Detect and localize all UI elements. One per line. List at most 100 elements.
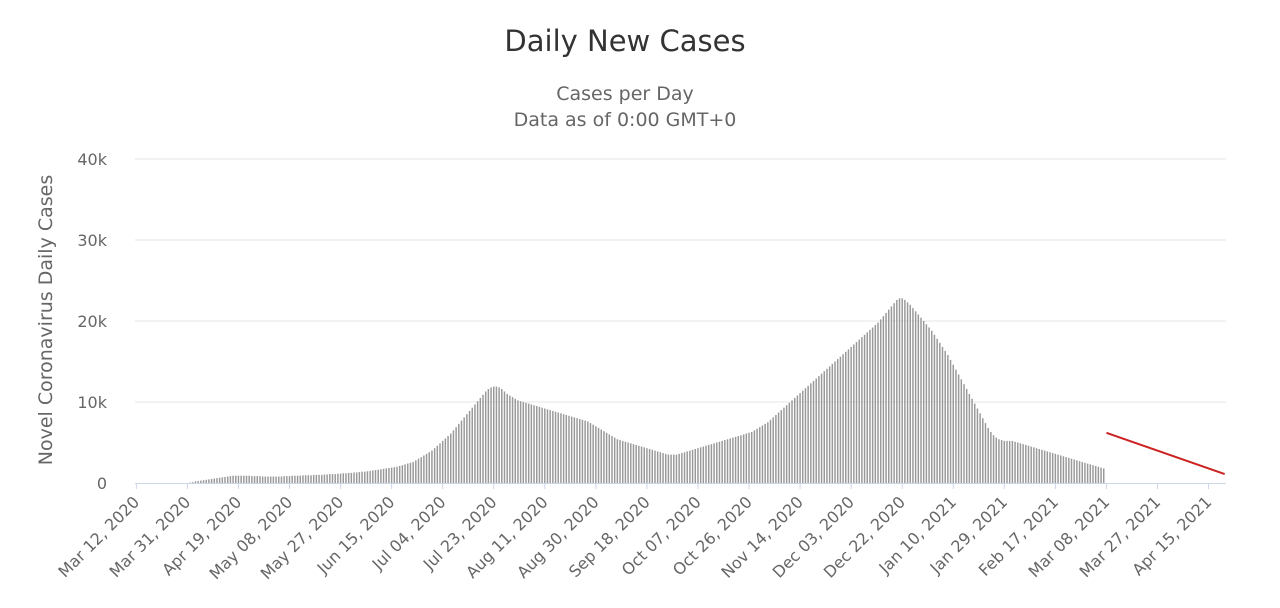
daily-case-bar bbox=[530, 404, 533, 483]
daily-case-bar bbox=[221, 477, 224, 483]
daily-case-bar bbox=[651, 449, 654, 483]
daily-case-bar bbox=[514, 398, 516, 483]
daily-case-bar bbox=[232, 475, 234, 483]
daily-case-bar bbox=[307, 475, 310, 483]
daily-case-bar bbox=[466, 414, 468, 483]
chart-subtitle-data-as-of: Data as of 0:00 GMT+0 bbox=[513, 109, 737, 131]
daily-case-bar bbox=[863, 334, 866, 483]
daily-case-bar bbox=[678, 453, 680, 483]
daily-case-bar bbox=[769, 419, 772, 483]
daily-case-bar bbox=[968, 393, 971, 483]
daily-case-bar bbox=[928, 327, 930, 483]
daily-case-bar bbox=[366, 471, 369, 483]
daily-case-bar bbox=[742, 434, 745, 483]
daily-case-bar bbox=[476, 401, 479, 483]
daily-case-bar bbox=[947, 355, 949, 483]
daily-case-bar bbox=[1043, 450, 1046, 483]
daily-case-bar bbox=[662, 453, 664, 483]
daily-case-bar bbox=[745, 433, 748, 483]
daily-case-bar bbox=[845, 351, 847, 483]
daily-case-bar bbox=[802, 390, 804, 483]
daily-case-bar bbox=[799, 393, 801, 483]
daily-case-bar bbox=[517, 400, 519, 483]
daily-case-bar bbox=[775, 414, 777, 483]
daily-case-bar bbox=[992, 435, 995, 483]
daily-case-bar bbox=[1097, 466, 1100, 483]
daily-case-bar bbox=[388, 468, 390, 483]
daily-case-bar bbox=[640, 446, 643, 483]
daily-case-bar bbox=[724, 440, 726, 483]
daily-case-bar bbox=[487, 389, 490, 483]
y-tick-label: 10k bbox=[77, 393, 107, 412]
daily-case-bar bbox=[764, 423, 766, 483]
daily-case-bar bbox=[611, 436, 613, 483]
daily-case-bar bbox=[847, 349, 850, 483]
daily-case-bar bbox=[904, 299, 906, 483]
daily-case-bar bbox=[737, 436, 740, 483]
daily-case-bar bbox=[339, 473, 342, 483]
daily-case-bar bbox=[979, 413, 981, 483]
daily-case-bar bbox=[355, 472, 358, 483]
daily-case-bar bbox=[441, 440, 444, 483]
daily-case-bar bbox=[525, 402, 527, 483]
daily-case-bar bbox=[1084, 462, 1086, 483]
daily-case-bar bbox=[965, 389, 968, 483]
daily-case-bar bbox=[272, 476, 275, 483]
daily-case-bar bbox=[552, 410, 554, 483]
daily-case-bar bbox=[1051, 453, 1054, 483]
daily-case-bar bbox=[974, 403, 976, 483]
daily-case-bar bbox=[909, 304, 911, 483]
daily-case-bar bbox=[570, 416, 573, 483]
daily-case-bar bbox=[990, 431, 992, 483]
daily-case-bar bbox=[885, 312, 887, 483]
daily-case-bar bbox=[283, 476, 285, 483]
daily-case-bar bbox=[1059, 455, 1062, 483]
daily-case-bar bbox=[1081, 461, 1083, 483]
daily-case-bar bbox=[995, 437, 997, 483]
daily-case-bar bbox=[455, 427, 457, 483]
daily-case-bar bbox=[656, 451, 659, 483]
daily-case-bar bbox=[390, 467, 393, 483]
daily-case-bar bbox=[288, 476, 291, 483]
daily-case-bar bbox=[490, 387, 492, 483]
daily-case-bar bbox=[643, 447, 645, 483]
daily-case-bar bbox=[861, 337, 863, 483]
daily-case-bar bbox=[433, 448, 436, 483]
daily-case-bar bbox=[1022, 444, 1024, 483]
daily-case-bar bbox=[393, 467, 396, 483]
daily-case-bar bbox=[347, 472, 350, 483]
daily-case-bar bbox=[759, 427, 761, 483]
daily-case-bar bbox=[710, 444, 713, 483]
daily-case-bar bbox=[960, 379, 963, 483]
daily-case-bar bbox=[326, 474, 328, 483]
daily-case-bar bbox=[447, 436, 449, 483]
daily-case-bar bbox=[810, 383, 812, 483]
daily-case-bar bbox=[1092, 465, 1094, 483]
daily-case-bar bbox=[587, 421, 589, 483]
daily-case-bar bbox=[554, 411, 557, 483]
daily-case-bar bbox=[716, 442, 718, 483]
daily-case-bar bbox=[452, 430, 455, 483]
daily-case-bar bbox=[484, 391, 487, 483]
daily-case-bar bbox=[971, 398, 973, 483]
daily-case-bar bbox=[858, 339, 860, 483]
daily-case-bar bbox=[664, 453, 667, 483]
daily-case-bar bbox=[527, 403, 530, 483]
daily-case-bar bbox=[635, 444, 637, 483]
daily-case-bar bbox=[667, 454, 670, 483]
daily-case-bar bbox=[933, 334, 936, 483]
daily-case-bar bbox=[544, 408, 546, 483]
daily-case-bar bbox=[291, 475, 293, 483]
daily-case-bar bbox=[675, 454, 678, 483]
daily-case-bar bbox=[888, 309, 890, 483]
daily-case-bar bbox=[428, 452, 430, 483]
daily-case-bar bbox=[202, 480, 205, 483]
daily-case-bar bbox=[471, 407, 473, 483]
daily-case-bar bbox=[697, 448, 699, 483]
y-axis: 0 10k 20k 30k 40k bbox=[77, 150, 107, 493]
daily-case-bar bbox=[345, 473, 347, 483]
daily-case-bar bbox=[385, 468, 387, 483]
daily-case-bar bbox=[673, 454, 675, 483]
daily-case-bar bbox=[638, 445, 640, 483]
